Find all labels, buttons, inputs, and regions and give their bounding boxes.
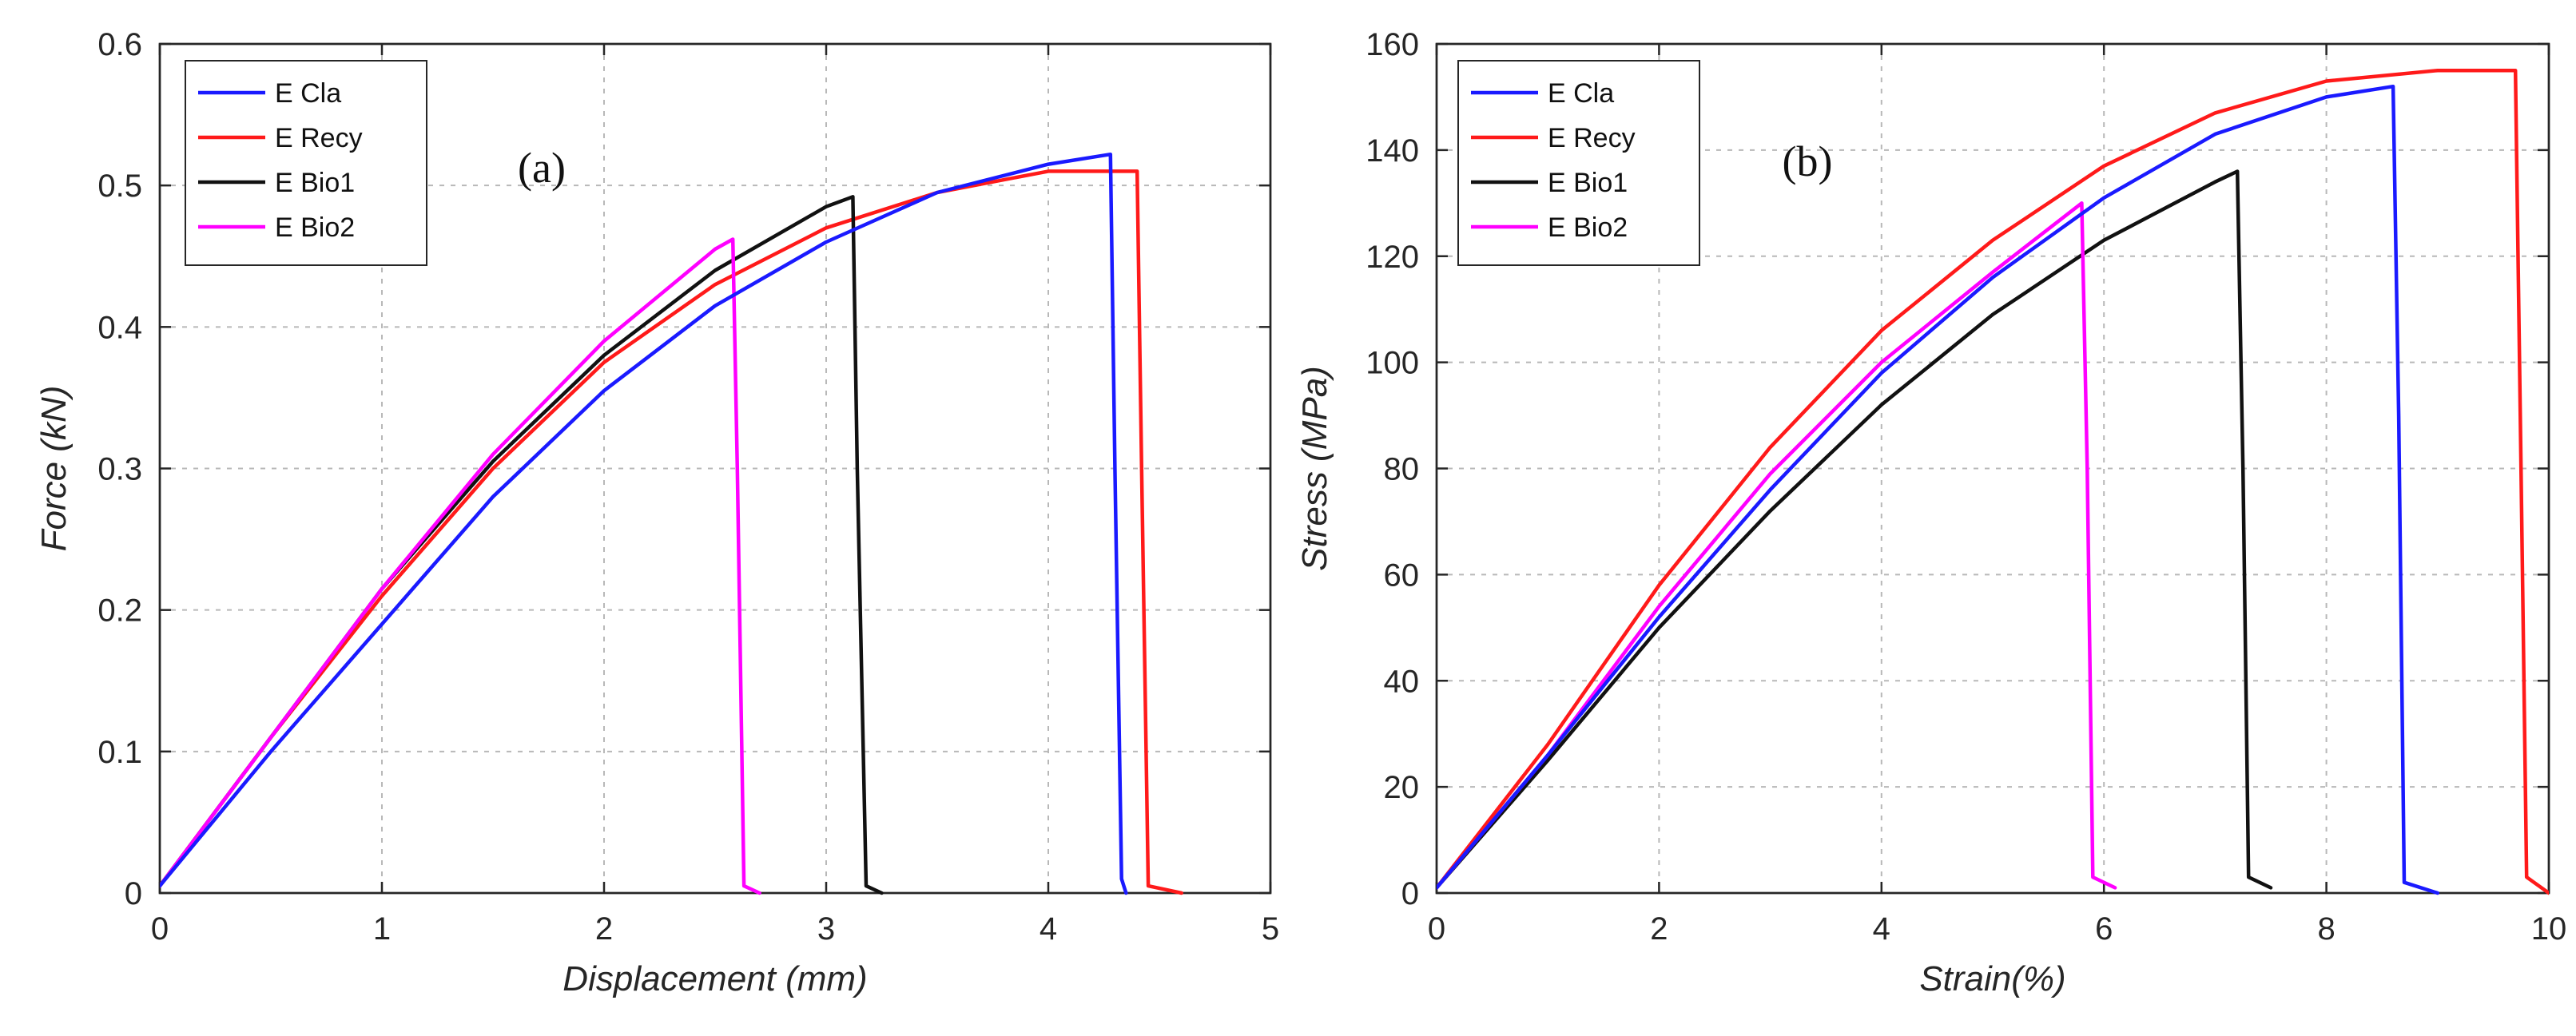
panel-a-x-tick-label: 1 xyxy=(373,911,391,947)
panel-b-legend-box xyxy=(1457,60,1700,266)
panel-a-x-tick-label: 5 xyxy=(1262,911,1279,947)
panel-a-x-tick-label: 3 xyxy=(817,911,835,947)
panel-a-x-tick-label: 0 xyxy=(151,911,169,947)
panel-b-x-tick-label: 10 xyxy=(2531,911,2567,947)
panel-a-x-tick-label: 2 xyxy=(595,911,613,947)
panel-b-y-tick-label: 40 xyxy=(1384,664,1420,699)
panel-b-stress-strain-chart: 0 2 4 6 8 10020406080100120140160Strain(%)Str… xyxy=(1295,27,2566,998)
panel-b-y-tick-label: 140 xyxy=(1366,133,1419,169)
panel-b-y-tick-label: 20 xyxy=(1384,770,1420,805)
panel-a-legend-box xyxy=(185,60,427,266)
panel-b-y-axis-label: Stress (MPa) xyxy=(1295,366,1334,571)
panel-b-y-tick-label: 100 xyxy=(1366,346,1419,381)
panel-b-legend-label-e-cla: E Cla xyxy=(1548,78,1614,109)
panel-b-y-tick-label: 160 xyxy=(1366,27,1419,62)
panel-a-y-tick-label: 0 xyxy=(125,876,142,911)
panel-a-y-tick-label: 0.2 xyxy=(97,593,142,629)
panel-a-label: (a) xyxy=(518,144,566,192)
panel-a-series-e-recy xyxy=(160,169,1184,895)
panel-a-y-tick-label: 0.4 xyxy=(97,310,142,345)
panel-b-legend-label-e-bio2: E Bio2 xyxy=(1548,212,1628,243)
panel-a-legend-label-e-bio2: E Bio2 xyxy=(275,212,355,243)
panel-a-y-tick-label: 0.5 xyxy=(97,169,142,204)
panel-b-x-tick-label: 6 xyxy=(2095,911,2113,947)
panel-b-series-e-bio1 xyxy=(1437,169,2273,890)
panel-a-y-tick-label: 0.3 xyxy=(97,452,142,487)
panel-a-x-tick-label: 4 xyxy=(1040,911,1057,947)
panel-b-x-tick-label: 2 xyxy=(1650,911,1668,947)
panel-b-legend: E Cla E Recy E Bio1 E Bio2 xyxy=(1457,60,1700,266)
panel-a-force-displacement-chart: 0 1 2 3 4 5 0 0.1 0.2 0.3 0.4 0.5 0.6 Displacement (m… xyxy=(34,27,1279,998)
panel-b-x-tick-label: 8 xyxy=(2317,911,2335,947)
panel-a-series-e-bio2 xyxy=(160,237,761,895)
panel-b-series-e-cla xyxy=(1437,84,2440,895)
panel-a-series-e-cla xyxy=(160,152,1128,895)
panel-b-label: (b) xyxy=(1783,137,1833,185)
panel-a-y-axis-label: Force (kN) xyxy=(34,386,74,552)
panel-a-y-tick-label: 0.6 xyxy=(97,27,142,62)
panel-b-y-tick-label: 120 xyxy=(1366,240,1419,275)
panel-a-x-axis-label: Displacement (mm) xyxy=(563,959,867,998)
panel-b-x-axis-label: Strain(%) xyxy=(1919,959,2065,998)
panel-b-y-tick-label: 80 xyxy=(1384,452,1420,487)
panel-a-legend: E Cla E Recy E Bio1 E Bio2 xyxy=(185,60,427,266)
panel-b-y-tick-label: 60 xyxy=(1384,558,1420,593)
panel-b-series-e-recy xyxy=(1437,68,2549,895)
panel-b-legend-label-e-recy: E Recy xyxy=(1548,123,1636,153)
panel-a-y-tick-label: 0.1 xyxy=(97,735,142,770)
panel-b-x-tick-label: 0 xyxy=(1428,911,1445,947)
panel-a-legend-label-e-recy: E Recy xyxy=(275,123,363,153)
panel-a-legend-label-e-bio1: E Bio1 xyxy=(275,168,355,198)
panel-b-series-e-bio2 xyxy=(1437,201,2117,890)
panel-b-y-tick-label: 0 xyxy=(1401,876,1419,911)
panel-b-legend-label-e-bio1: E Bio1 xyxy=(1548,168,1628,198)
panel-b-x-tick-label: 4 xyxy=(1873,911,1890,947)
panel-a-legend-label-e-cla: E Cla xyxy=(275,78,341,109)
